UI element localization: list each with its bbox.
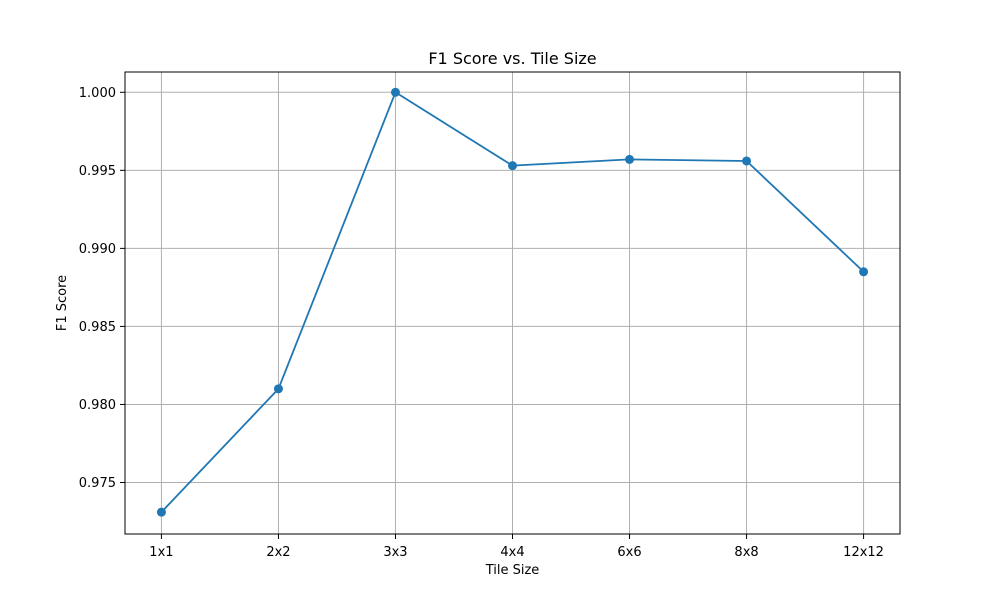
- series-layer: [156, 87, 869, 517]
- data-point-marker: [508, 161, 517, 171]
- y-tick-label: 1.000: [79, 86, 116, 101]
- x-tick-label: 1x1: [149, 545, 173, 560]
- y-tick-label: 0.980: [79, 398, 116, 413]
- x-tick-label: 6x6: [617, 545, 641, 560]
- x-tick-label: 12x12: [843, 545, 884, 560]
- y-tick-label: 0.990: [79, 242, 116, 257]
- x-tick-label: 4x4: [500, 545, 524, 560]
- grid: [125, 72, 900, 534]
- x-axis-ticks: 1x1 2x2 3x3 4x4 6x6 8x8 12x12: [149, 534, 884, 560]
- y-tick-label: 0.985: [79, 320, 116, 335]
- data-point-marker: [625, 154, 635, 164]
- y-axis-ticks: 0.975 0.980 0.985 0.990 0.995 1.000: [79, 86, 125, 491]
- data-point-marker: [273, 384, 283, 394]
- x-tick-label: 3x3: [383, 545, 407, 560]
- x-axis-label: Tile Size: [485, 563, 540, 578]
- data-point-marker: [390, 87, 400, 97]
- x-tick-label: 2x2: [266, 545, 290, 560]
- chart-title: F1 Score vs. Tile Size: [428, 49, 596, 68]
- y-tick-label: 0.995: [79, 164, 116, 179]
- data-point-marker: [859, 267, 869, 277]
- y-axis-label: F1 Score: [55, 275, 70, 331]
- data-point-marker: [156, 507, 166, 517]
- data-point-marker: [742, 156, 752, 166]
- y-tick-label: 0.975: [79, 476, 116, 491]
- x-tick-label: 8x8: [734, 545, 758, 560]
